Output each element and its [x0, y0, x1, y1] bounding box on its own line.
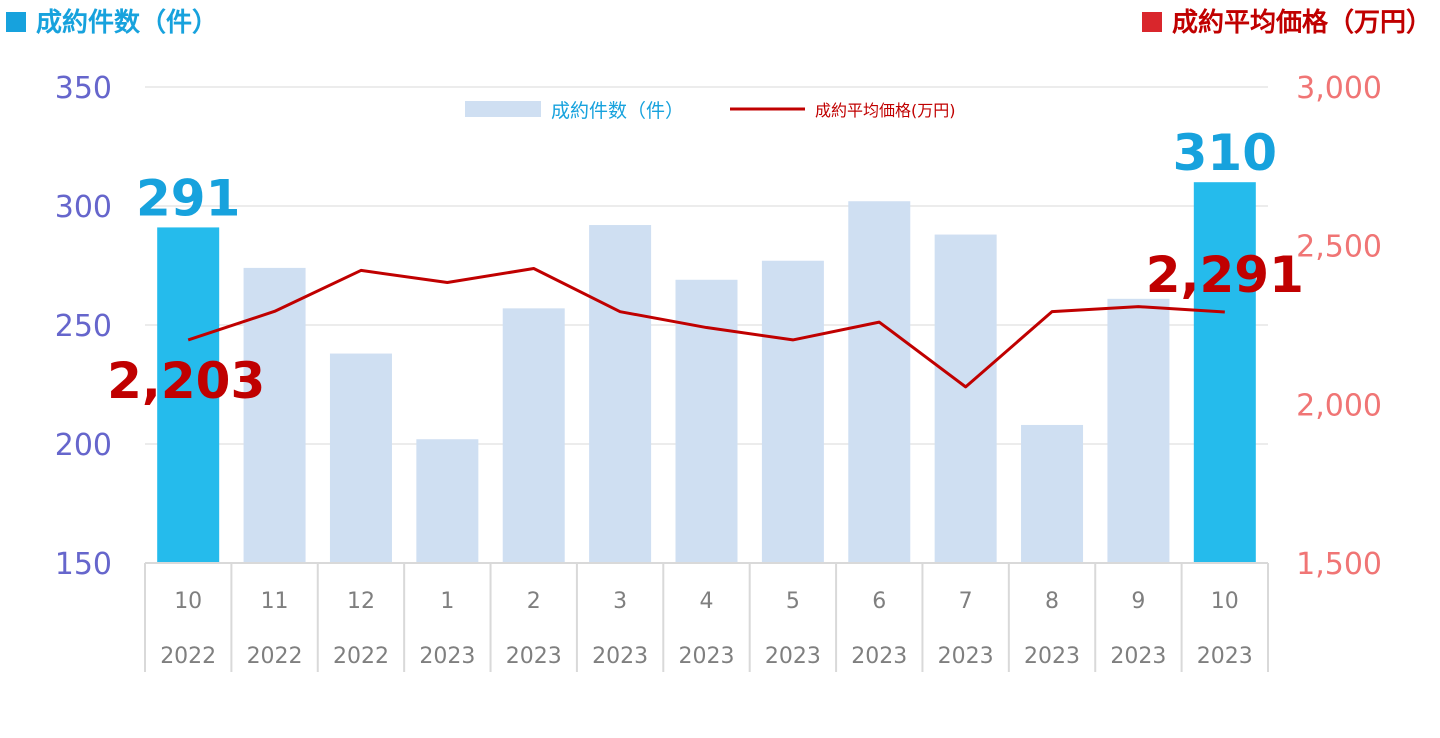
left-axis-title-text: 成約件数（件）	[36, 8, 219, 38]
blue-square-icon	[6, 12, 26, 32]
right-axis-tick: 2,000	[1296, 388, 1382, 423]
category-year-label: 2023	[765, 644, 821, 669]
price-line	[187, 267, 1225, 389]
category-year-label: 2023	[938, 644, 994, 669]
left-axis-tick: 200	[55, 428, 112, 463]
bar-data-label: 291	[136, 169, 240, 227]
category-year-label: 2023	[1024, 644, 1080, 669]
bar	[1107, 298, 1170, 563]
line-data-label: 2,291	[1146, 246, 1304, 304]
bar-data-label: 310	[1173, 124, 1277, 182]
axes: 150 200 250 300 350 1,500 2,000 2,500 3,000	[55, 71, 1382, 582]
category-year-label: 2022	[333, 644, 389, 669]
category-year-label: 2023	[851, 644, 907, 669]
red-square-icon	[1141, 12, 1162, 32]
category-month-label: 7	[959, 589, 973, 614]
legend: 成約件数（件） 成約平均価格(万円)	[465, 100, 956, 122]
category-year-label: 2023	[506, 644, 562, 669]
bar	[157, 227, 220, 564]
bar	[329, 353, 392, 563]
category-month-label: 3	[613, 589, 627, 614]
category-month-label: 8	[1045, 589, 1059, 614]
category-month-label: 5	[786, 589, 800, 614]
bar	[848, 201, 911, 564]
right-axis-tick: 1,500	[1296, 547, 1382, 582]
category-month-label: 1	[440, 589, 454, 614]
legend-bar-swatch	[465, 101, 541, 117]
category-year-label: 2022	[247, 644, 303, 669]
category-year-label: 2023	[1110, 644, 1166, 669]
category-month-label: 9	[1131, 589, 1145, 614]
category-month-label: 11	[261, 589, 289, 614]
legend-line-label: 成約平均価格(万円)	[815, 101, 956, 120]
category-month-label: 4	[700, 589, 714, 614]
category-month-label: 12	[347, 589, 375, 614]
bar	[502, 308, 565, 563]
left-axis-tick: 300	[55, 190, 112, 225]
bar	[589, 225, 652, 564]
line-series	[187, 267, 1225, 389]
category-year-label: 2022	[160, 644, 216, 669]
legend-bar-label: 成約件数（件）	[551, 100, 684, 122]
category-year-label: 2023	[592, 644, 648, 669]
category-month-label: 10	[174, 589, 202, 614]
category-axis: 10 2022 11 2022 12 2022 1 2023 2 2023 3 2023 4 2023 5 2…	[144, 562, 1269, 672]
right-axis-title: 成約平均価格（万円）	[1141, 2, 1432, 39]
bar-series	[157, 182, 1256, 564]
category-month-label: 6	[872, 589, 886, 614]
left-axis-tick: 350	[55, 71, 112, 106]
left-axis-tick: 250	[55, 309, 112, 344]
bar	[416, 439, 479, 563]
bar	[761, 260, 824, 563]
bar	[1193, 182, 1256, 563]
category-year-label: 2023	[679, 644, 735, 669]
left-axis-tick: 150	[55, 547, 112, 582]
category-month-label: 2	[527, 589, 541, 614]
bar	[934, 234, 997, 563]
category-year-label: 2023	[419, 644, 475, 669]
right-axis-title-text: 成約平均価格（万円）	[1171, 8, 1432, 38]
right-axis-tick: 3,000	[1296, 71, 1382, 106]
line-data-label: 2,203	[107, 352, 265, 410]
bar	[1021, 424, 1084, 563]
data-labels: 291 310 2,203 2,291	[107, 124, 1304, 410]
category-month-label: 10	[1211, 589, 1239, 614]
right-axis-tick: 2,500	[1296, 230, 1382, 265]
left-axis-title: 成約件数（件）	[6, 2, 218, 39]
category-year-label: 2023	[1197, 644, 1253, 669]
